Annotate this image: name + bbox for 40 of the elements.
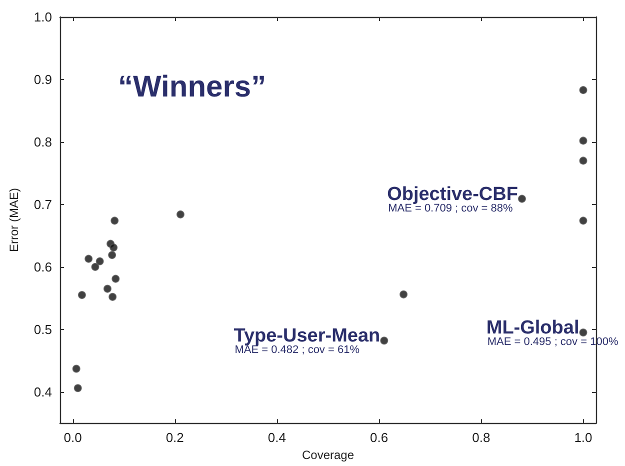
point (176, 210, 184, 218)
point (108, 251, 116, 260)
point (96, 257, 104, 266)
annotation: Type-User-Mean (234, 326, 380, 347)
x-tick-label: 0.6 (370, 430, 388, 446)
annotation: MAE = 0.482 ; cov = 61% (234, 344, 360, 356)
x-tick-label: 1.0 (574, 430, 592, 446)
point (108, 292, 117, 301)
point (72, 364, 80, 373)
x-tick-label: 0.2 (166, 430, 184, 446)
x-tick-label: 0.0 (64, 430, 82, 446)
x-tick-label: 0.8 (472, 430, 490, 446)
point (579, 86, 588, 94)
point (112, 274, 120, 283)
point (380, 336, 388, 345)
point (579, 328, 588, 337)
annotation: “Winners” (118, 70, 266, 104)
point (518, 194, 526, 203)
point (579, 136, 588, 145)
x-tick-label: 0.4 (268, 430, 286, 446)
point (74, 384, 82, 392)
point (400, 290, 408, 298)
y-tick-label: 0.9 (34, 72, 52, 87)
y-tick-label: 0.4 (34, 384, 52, 400)
point (110, 216, 119, 225)
point (78, 291, 86, 300)
point (579, 156, 588, 165)
point (103, 284, 112, 293)
point (110, 244, 118, 252)
y-axis-title: Error (MAE) (7, 188, 21, 252)
annotation: Objective-CBF (387, 184, 518, 205)
x-axis-title: Coverage (302, 448, 354, 462)
y-tick-label: 0.6 (34, 259, 52, 274)
y-tick-label: 0.5 (34, 322, 52, 337)
point (84, 254, 93, 263)
y-tick-label: 1.0 (34, 10, 52, 24)
y-tick-label: 0.8 (34, 134, 52, 150)
y-tick-label: 0.7 (34, 196, 52, 212)
point (579, 216, 588, 225)
point (91, 262, 100, 271)
